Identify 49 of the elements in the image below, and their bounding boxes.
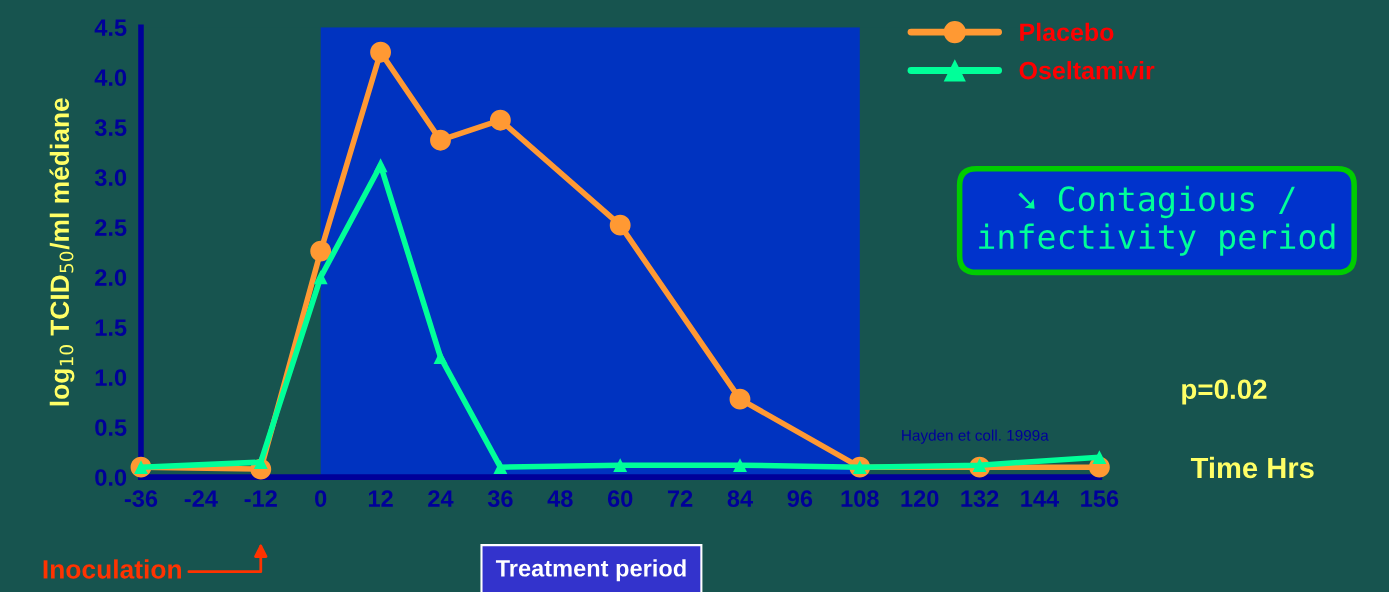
x-tick-label: 12	[368, 490, 393, 507]
point	[433, 350, 448, 365]
point	[373, 158, 388, 173]
point	[609, 214, 631, 236]
point	[733, 458, 747, 473]
point	[493, 460, 508, 475]
text: p=0.02	[1182, 379, 1267, 405]
legend-label: Placebo	[1020, 22, 1114, 42]
x-tick-label: 120	[901, 490, 939, 507]
y-tick-label: 0.0	[95, 469, 127, 486]
x-tick-label: 48	[547, 490, 573, 507]
text: Treatment period	[495, 559, 686, 582]
y-tick-label: 4.0	[94, 69, 127, 87]
point	[370, 41, 391, 63]
x-tick-label: 156	[1081, 490, 1119, 507]
text: Inoculation	[43, 559, 181, 579]
x-tick-label: 108	[841, 490, 879, 507]
point	[313, 270, 328, 285]
x-tick-label: 72	[667, 490, 693, 507]
x-tick-label: 0	[315, 490, 327, 507]
x-axis-title: Time Hrs	[1190, 456, 1314, 479]
y-tick-label: 1.5	[95, 319, 127, 336]
x-tick-label: -24	[184, 490, 218, 507]
y-tick-label: 3.5	[94, 119, 127, 137]
x-tick-label: 36	[487, 490, 513, 508]
point	[729, 388, 751, 410]
x-tick-label: -36	[124, 490, 158, 508]
y-tick-label: 4.5	[94, 19, 127, 37]
x-tick-label: 96	[787, 490, 813, 507]
y-tick-label: 2.5	[95, 219, 127, 236]
x-tick-label: 24	[428, 490, 454, 507]
point	[1092, 450, 1107, 465]
legend-label: Oseltamivir	[1019, 61, 1155, 80]
y-axis-title: log$_{10}$ TCID$_{50}$/ml médiane	[49, 98, 75, 406]
x-tick-label: 144	[1021, 490, 1060, 507]
x-tick-label: 60	[607, 490, 633, 507]
x-tick-label: 132	[961, 490, 999, 508]
y-tick-label: 1.0	[95, 369, 127, 386]
point	[489, 109, 511, 131]
point	[310, 240, 332, 262]
point	[613, 458, 628, 473]
x-tick-label: 84	[727, 490, 753, 507]
y-tick-label: 3.0	[94, 169, 127, 187]
y-tick-label: 2.0	[95, 269, 127, 286]
point	[430, 129, 451, 151]
x-tick-label: -12	[244, 490, 277, 507]
y-tick-label: 0.5	[95, 419, 127, 436]
annotation: ➘ Contagious / infectivity period	[979, 185, 1335, 256]
annotation: Hayden et coll. 1999a	[902, 429, 1049, 444]
